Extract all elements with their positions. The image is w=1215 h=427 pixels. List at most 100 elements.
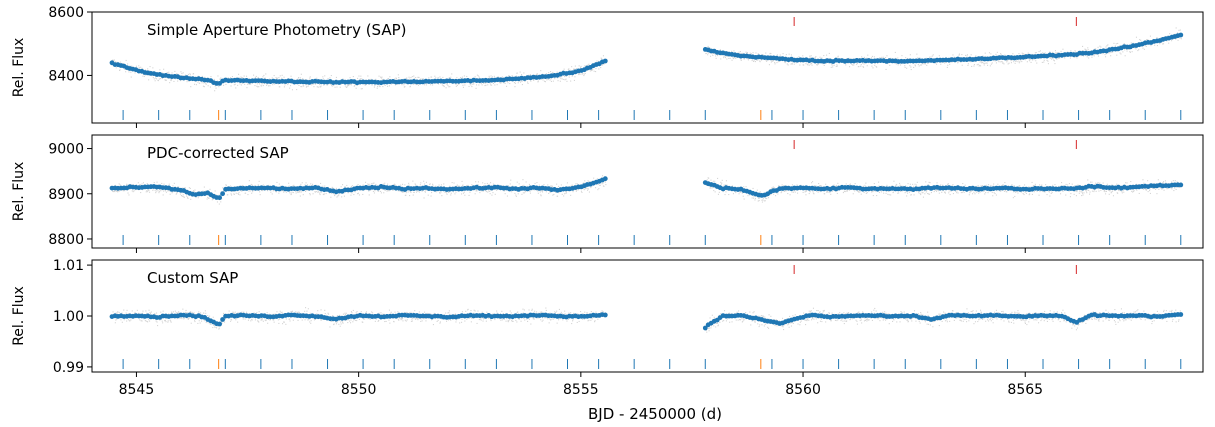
raw-flux-point <box>259 83 261 85</box>
raw-flux-point <box>335 187 337 189</box>
raw-flux-point <box>214 190 216 192</box>
raw-flux-point <box>765 197 767 199</box>
raw-flux-point <box>783 61 785 63</box>
raw-flux-point <box>1006 61 1008 63</box>
raw-flux-point <box>238 191 240 193</box>
raw-flux-point <box>1088 189 1090 191</box>
raw-flux-point <box>906 195 908 197</box>
raw-flux-point <box>1002 62 1004 64</box>
raw-flux-point <box>587 189 589 191</box>
raw-flux-point <box>572 191 574 193</box>
raw-flux-point <box>521 74 523 76</box>
raw-flux-point <box>1036 62 1038 64</box>
raw-flux-point <box>263 74 265 76</box>
raw-flux-point <box>193 190 195 192</box>
raw-flux-point <box>826 54 828 56</box>
raw-flux-point <box>518 183 520 185</box>
raw-flux-point <box>367 75 369 77</box>
raw-flux-point <box>141 67 143 69</box>
raw-flux-point <box>389 76 391 78</box>
raw-flux-point <box>550 191 552 193</box>
raw-flux-point <box>980 65 982 67</box>
raw-flux-point <box>821 57 823 59</box>
raw-flux-point <box>709 47 711 49</box>
raw-flux-point <box>1145 188 1147 190</box>
raw-flux-point <box>1039 191 1041 193</box>
raw-flux-point <box>862 62 864 64</box>
raw-flux-point <box>773 193 775 195</box>
raw-flux-point <box>1177 32 1179 34</box>
raw-flux-point <box>331 186 333 188</box>
raw-flux-point <box>810 55 812 57</box>
raw-flux-point <box>1174 187 1176 189</box>
raw-flux-point <box>1028 194 1030 196</box>
raw-flux-point <box>546 79 548 81</box>
raw-flux-point <box>1074 50 1076 52</box>
raw-flux-point <box>1091 56 1093 58</box>
raw-flux-point <box>354 85 356 87</box>
raw-flux-point <box>126 320 128 322</box>
raw-flux-point <box>540 194 542 196</box>
raw-flux-point <box>1153 187 1155 189</box>
raw-flux-point <box>231 194 233 196</box>
raw-flux-point <box>258 86 260 88</box>
raw-flux-point <box>962 190 964 192</box>
raw-flux-point <box>164 190 166 192</box>
raw-flux-point <box>813 193 815 195</box>
raw-flux-point <box>1178 29 1180 31</box>
raw-flux-point <box>187 73 189 75</box>
raw-flux-point <box>1124 55 1126 57</box>
raw-flux-point <box>368 190 370 192</box>
raw-flux-point <box>1176 37 1178 39</box>
raw-flux-point <box>155 191 157 193</box>
raw-flux-point <box>1050 192 1052 194</box>
raw-flux-point <box>310 185 312 187</box>
raw-flux-point <box>114 184 116 186</box>
raw-flux-point <box>1123 191 1125 193</box>
raw-flux-point <box>837 56 839 58</box>
raw-flux-point <box>1051 57 1053 59</box>
y-axis-label: Rel. Flux <box>11 38 27 98</box>
raw-flux-point <box>233 193 235 195</box>
raw-flux-point <box>233 84 235 86</box>
raw-flux-point <box>893 180 895 182</box>
raw-flux-point <box>992 195 994 197</box>
raw-flux-point <box>268 78 270 80</box>
raw-flux-point <box>1014 195 1016 197</box>
raw-flux-point <box>714 180 716 182</box>
raw-flux-point <box>401 191 403 193</box>
raw-flux-point <box>519 186 521 188</box>
raw-flux-point <box>220 77 222 79</box>
raw-flux-point <box>205 83 207 85</box>
raw-flux-point <box>1114 45 1116 47</box>
raw-flux-point <box>1104 191 1106 193</box>
raw-flux-point <box>728 194 730 196</box>
raw-flux-point <box>753 60 755 62</box>
raw-flux-point <box>1166 40 1168 42</box>
raw-flux-point <box>863 63 865 65</box>
raw-flux-point <box>763 200 765 202</box>
raw-flux-point <box>409 191 411 193</box>
raw-flux-point <box>1029 186 1031 188</box>
raw-flux-point <box>227 77 229 79</box>
raw-flux-point <box>137 182 139 184</box>
panel-title: Simple Aperture Photometry (SAP) <box>147 21 407 39</box>
raw-flux-point <box>264 77 266 79</box>
raw-flux-point <box>1043 191 1045 193</box>
raw-flux-point <box>578 65 580 67</box>
raw-flux-point <box>872 67 874 69</box>
raw-flux-point <box>429 183 431 185</box>
raw-flux-point <box>455 191 457 193</box>
raw-flux-point <box>392 189 394 191</box>
raw-flux-point <box>755 52 757 54</box>
raw-flux-point <box>414 183 416 185</box>
raw-flux-point <box>448 86 450 88</box>
raw-flux-point <box>1162 182 1164 184</box>
raw-flux-point <box>397 190 399 192</box>
raw-flux-point <box>547 184 549 186</box>
raw-flux-point <box>560 184 562 186</box>
raw-flux-point <box>922 190 924 192</box>
raw-flux-point <box>805 63 807 65</box>
